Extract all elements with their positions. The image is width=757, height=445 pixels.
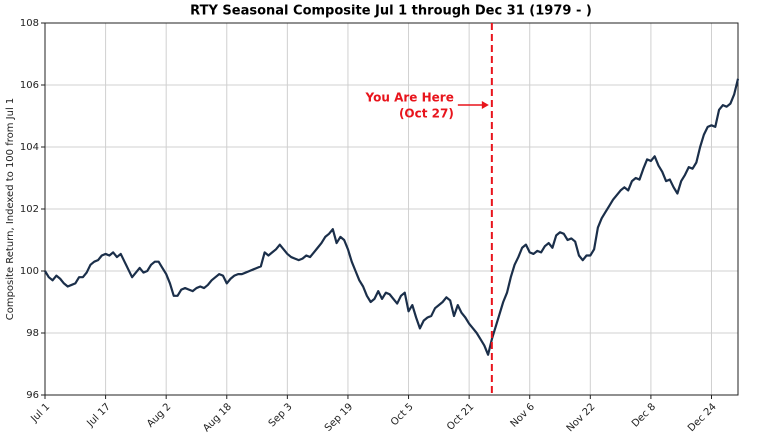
line-series xyxy=(44,78,740,356)
y-axis-label: Composite Return, Indexed to 100 from Ju… xyxy=(5,98,16,321)
x-tick-label: Aug 18 xyxy=(201,401,234,434)
y-tick-label: 104 xyxy=(20,142,39,153)
annotation-text: (Oct 27) xyxy=(399,107,454,121)
x-tick-label: Jul 1 xyxy=(28,401,52,425)
x-tick-label: Oct 21 xyxy=(445,401,476,432)
y-tick-label: 106 xyxy=(20,80,39,91)
x-tick-label: Sep 19 xyxy=(323,401,355,433)
y-tick-label: 96 xyxy=(26,390,39,401)
annotation-arrowhead xyxy=(481,101,489,109)
chart-title: RTY Seasonal Composite Jul 1 through Dec… xyxy=(190,4,592,19)
y-tick-label: 98 xyxy=(26,328,39,339)
x-tick-label: Nov 22 xyxy=(565,401,598,434)
annotation-text: You Are Here xyxy=(365,91,454,105)
x-tick-label: Dec 24 xyxy=(686,401,719,434)
plot-frame xyxy=(44,22,739,396)
x-tick-label: Sep 3 xyxy=(267,401,295,429)
x-tick-label: Oct 5 xyxy=(389,401,416,428)
x-tick-label: Aug 2 xyxy=(145,401,173,429)
x-tick-label: Nov 6 xyxy=(509,401,537,429)
x-tick-label: Dec 8 xyxy=(630,401,658,429)
y-tick-label: 108 xyxy=(20,18,39,29)
y-tick-label: 100 xyxy=(20,266,39,277)
x-tick-label: Jul 17 xyxy=(85,401,113,429)
y-tick-label: 102 xyxy=(20,204,39,215)
